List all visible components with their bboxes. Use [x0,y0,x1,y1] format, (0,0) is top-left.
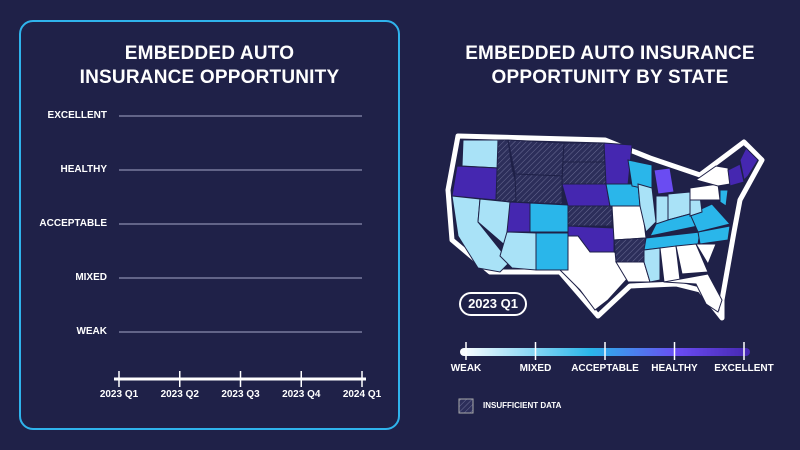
state-pa[interactable] [689,183,721,201]
y-tick-label: ACCEPTABLE [39,218,107,229]
state-ne-region[interactable] [727,163,745,187]
state-nd[interactable] [562,142,606,163]
y-tick-label: HEALTHY [60,164,107,175]
state-co[interactable] [529,202,569,233]
state-ar[interactable] [613,237,647,263]
legend-level-label: HEALTHY [651,363,698,374]
state-nj[interactable] [719,189,729,207]
x-tick-label: 2024 Q1 [342,389,382,400]
insufficient-data-label: INSUFFICIENT DATA [483,401,562,410]
map-title-line1: EMBEDDED AUTO INSURANCE [465,43,755,64]
y-tick-label: EXCELLENT [47,110,107,121]
y-tick-label: MIXED [75,272,107,283]
x-tick-label: 2023 Q2 [160,389,199,400]
state-fl[interactable] [663,273,723,313]
state-mt[interactable] [507,139,565,177]
state-wy[interactable] [514,173,563,205]
state-sd[interactable] [561,161,607,185]
map-title-line2: OPPORTUNITY BY STATE [491,67,729,88]
state-sc[interactable] [695,243,717,266]
chart-title-line2: INSURANCE OPPORTUNITY [79,67,340,88]
legend-level-label: EXCELLENT [714,363,774,374]
insufficient-data-swatch [458,398,474,414]
state-ny[interactable] [694,165,731,187]
y-tick-label: WEAK [76,326,107,337]
state-mi[interactable] [653,167,675,195]
chart-title-line1: EMBEDDED AUTO [124,43,295,64]
legend-level-label: MIXED [519,363,552,374]
map-title: EMBEDDED AUTO INSURANCE OPPORTUNITY BY S… [420,42,800,90]
x-tick-label: 2023 Q3 [221,389,260,400]
state-ia[interactable] [605,183,641,207]
chart-panel [19,20,400,430]
state-me[interactable] [739,147,759,182]
state-tx[interactable] [558,235,631,311]
state-mn[interactable] [603,142,633,186]
chart-title: EMBEDDED AUTO INSURANCE OPPORTUNITY [19,42,400,90]
state-ga[interactable] [675,243,709,275]
legend-level-label: ACCEPTABLE [571,363,639,374]
state-az[interactable] [499,231,537,271]
state-or[interactable] [451,165,499,201]
state-ms[interactable] [643,247,661,283]
state-ks[interactable] [567,205,613,227]
x-tick-label: 2023 Q1 [99,389,139,400]
legend-level-label: WEAK [450,363,482,374]
state-ut[interactable] [506,201,531,233]
x-tick-label: 2023 Q4 [282,389,321,400]
period-badge: 2023 Q1 [459,292,527,316]
state-nm[interactable] [535,232,569,271]
state-il[interactable] [637,183,657,233]
state-ne[interactable] [561,183,611,207]
state-wa[interactable] [461,139,499,169]
